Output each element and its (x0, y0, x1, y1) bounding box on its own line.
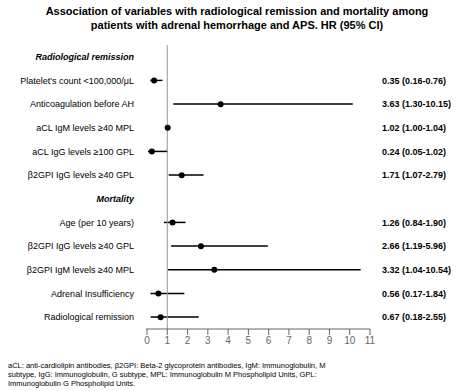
svg-text:aCL IgG levels ≥100 GPL: aCL IgG levels ≥100 GPL (32, 147, 134, 157)
svg-text:0.24 (0.05-1.02): 0.24 (0.05-1.02) (382, 147, 446, 157)
svg-text:Anticoagulation before AH: Anticoagulation before AH (30, 99, 134, 109)
svg-text:4: 4 (225, 335, 231, 346)
svg-text:0: 0 (144, 335, 150, 346)
svg-text:Age (per 10 years): Age (per 10 years) (59, 218, 134, 228)
svg-text:1.26 (0.84-1.90): 1.26 (0.84-1.90) (382, 218, 446, 228)
svg-text:aCL IgM levels ≥40 MPL: aCL IgM levels ≥40 MPL (36, 123, 134, 133)
svg-text:9: 9 (327, 335, 333, 346)
svg-text:β2GPI IgM levels ≥40 MPL: β2GPI IgM levels ≥40 MPL (27, 265, 134, 275)
svg-text:3.32 (1.04-10.54): 3.32 (1.04-10.54) (382, 265, 451, 275)
html-text:aCL: anti-cardiolipin antibodi: aCL: anti-cardiolipin antibodies, β2GPI:… (8, 361, 326, 388)
svg-text:6: 6 (266, 335, 272, 346)
svg-text:0.67 (0.18-2.55): 0.67 (0.18-2.55) (382, 312, 446, 322)
svg-text:3: 3 (205, 335, 211, 346)
svg-text:Platelet's count <100,000/μL: Platelet's count <100,000/μL (20, 76, 134, 86)
svg-text:2.66 (1.19-5.96): 2.66 (1.19-5.96) (382, 241, 446, 251)
svg-text:Mortality: Mortality (96, 194, 134, 204)
svg-text:7: 7 (286, 335, 292, 346)
svg-text:β2GPI IgG levels ≥40 GPL: β2GPI IgG levels ≥40 GPL (28, 170, 134, 180)
svg-text:5: 5 (246, 335, 252, 346)
svg-text:β2GPI IgG levels ≥40 GPL: β2GPI IgG levels ≥40 GPL (28, 241, 134, 251)
svg-text:Adrenal Insufficiency: Adrenal Insufficiency (51, 289, 134, 299)
svg-text:11: 11 (365, 335, 376, 346)
svg-text:Radiological remission: Radiological remission (44, 312, 134, 322)
svg-text:2: 2 (185, 335, 191, 346)
svg-text:0.56 (0.17-1.84): 0.56 (0.17-1.84) (382, 289, 446, 299)
svg-text:1.02 (1.00-1.04): 1.02 (1.00-1.04) (382, 123, 446, 133)
svg-text:10: 10 (344, 335, 356, 346)
svg-text:Radiological remission: Radiological remission (35, 52, 134, 62)
svg-text:1.71 (1.07-2.79): 1.71 (1.07-2.79) (382, 170, 446, 180)
svg-text:8: 8 (306, 335, 312, 346)
html-text:Association of variables with: Association of variables with radiologic… (45, 5, 429, 31)
svg-text:3.63 (1.30-10.15): 3.63 (1.30-10.15) (382, 99, 451, 109)
svg-text:0.35 (0.16-0.76): 0.35 (0.16-0.76) (382, 76, 446, 86)
svg-text:1: 1 (165, 335, 171, 346)
